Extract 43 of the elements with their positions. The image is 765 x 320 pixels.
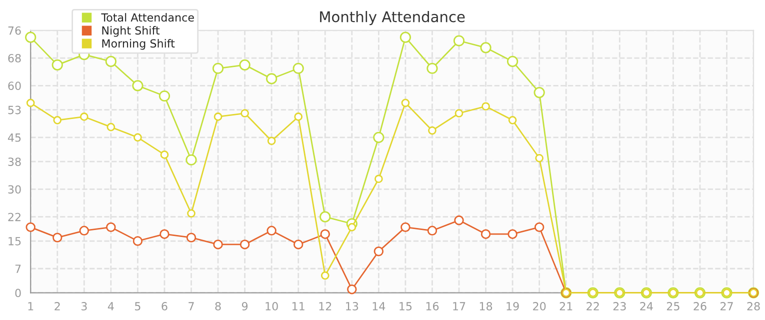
x-tick-label: 2: [54, 302, 60, 310]
y-tick-label: 7: [15, 264, 21, 273]
y-tick-label: 76: [8, 26, 21, 35]
x-tick-label: 14: [372, 302, 386, 310]
x-tick-label: 10: [266, 302, 278, 310]
x-tick-label: 6: [162, 302, 168, 310]
x-tick-label: 20: [533, 302, 546, 310]
x-tick-label: 16: [426, 302, 439, 310]
y-tick-label: 22: [8, 212, 20, 222]
y-tick-label: 38: [8, 158, 21, 166]
y-tick-label: 0: [15, 288, 21, 298]
x-tick-label: 4: [108, 302, 114, 310]
legend-label: Night Shift: [102, 26, 160, 37]
x-tick-label: 3: [81, 302, 87, 310]
y-tick-label: 60: [8, 82, 21, 90]
x-tick-label: 8: [215, 302, 221, 310]
x-tick-label: 13: [346, 302, 358, 310]
x-tick-label: 9: [242, 302, 248, 310]
y-tick-label: 68: [8, 54, 21, 62]
x-tick-label: 5: [135, 302, 140, 310]
x-tick-label: 15: [400, 302, 412, 310]
y-tick-label: 30: [8, 185, 21, 194]
x-tick-label: 27: [720, 302, 733, 310]
x-tick-label: 1: [28, 302, 34, 310]
legend-label: Total Attendance: [101, 13, 194, 22]
x-tick-label: 11: [292, 302, 304, 310]
x-tick-label: 19: [506, 302, 519, 310]
x-tick-label: 23: [613, 302, 626, 310]
x-tick-label: 25: [666, 302, 680, 310]
y-tick-label: 15: [8, 237, 21, 246]
x-tick-label: 12: [319, 302, 332, 310]
chart-title: Monthly Attendance: [320, 10, 465, 26]
y-tick-label: 53: [8, 106, 21, 114]
x-tick-label: 17: [453, 302, 466, 310]
x-tick-label: 26: [694, 302, 706, 310]
x-tick-label: 22: [586, 302, 599, 310]
x-tick-label: 7: [188, 302, 194, 310]
x-tick-label: 21: [560, 302, 572, 310]
y-tick-label: 45: [8, 134, 21, 142]
x-tick-label: 18: [480, 302, 492, 310]
x-tick-label: 24: [640, 302, 653, 310]
x-tick-label: 28: [747, 302, 760, 310]
legend-label: Morning Shift: [102, 39, 175, 50]
